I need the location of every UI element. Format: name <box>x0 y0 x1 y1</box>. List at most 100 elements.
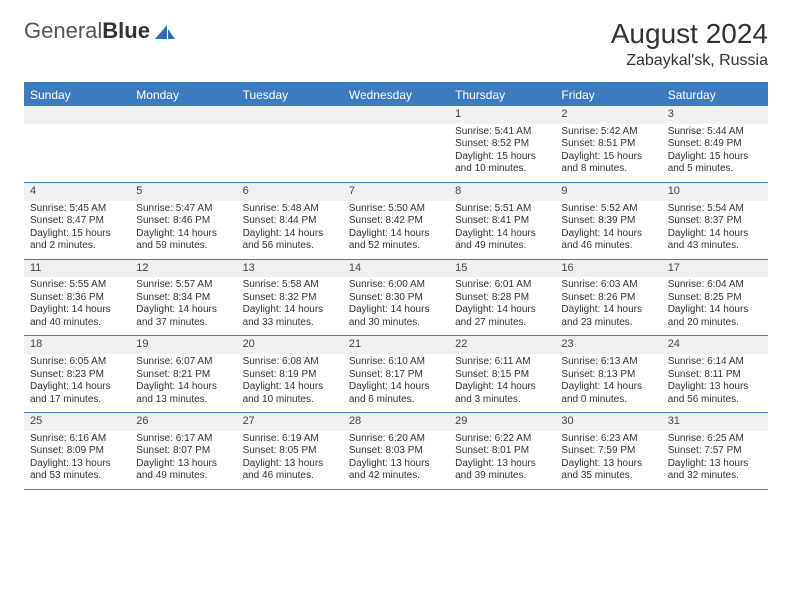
week-row: 1Sunrise: 5:41 AMSunset: 8:52 PMDaylight… <box>24 106 768 183</box>
day-cell <box>343 106 449 182</box>
day-number: 12 <box>130 260 236 278</box>
brand-logo: GeneralBlue <box>24 18 176 44</box>
sunrise-text: Sunrise: 5:57 AM <box>136 279 230 292</box>
sunrise-text: Sunrise: 5:55 AM <box>30 279 124 292</box>
sunrise-text: Sunrise: 5:42 AM <box>561 126 655 139</box>
day-details: Sunrise: 6:14 AMSunset: 8:11 PMDaylight:… <box>662 354 768 412</box>
day-cell: 24Sunrise: 6:14 AMSunset: 8:11 PMDayligh… <box>662 336 768 412</box>
daylight-text: Daylight: 14 hours and 56 minutes. <box>243 228 337 253</box>
day-number: 5 <box>130 183 236 201</box>
sunrise-text: Sunrise: 5:47 AM <box>136 203 230 216</box>
day-details: Sunrise: 6:05 AMSunset: 8:23 PMDaylight:… <box>24 354 130 412</box>
day-cell: 9Sunrise: 5:52 AMSunset: 8:39 PMDaylight… <box>555 183 661 259</box>
sunrise-text: Sunrise: 5:58 AM <box>243 279 337 292</box>
day-cell: 7Sunrise: 5:50 AMSunset: 8:42 PMDaylight… <box>343 183 449 259</box>
daylight-text: Daylight: 14 hours and 3 minutes. <box>455 381 549 406</box>
weekday-header-row: SundayMondayTuesdayWednesdayThursdayFrid… <box>24 84 768 106</box>
sunset-text: Sunset: 8:13 PM <box>561 369 655 382</box>
day-cell: 21Sunrise: 6:10 AMSunset: 8:17 PMDayligh… <box>343 336 449 412</box>
sunrise-text: Sunrise: 5:44 AM <box>668 126 762 139</box>
day-details: Sunrise: 5:45 AMSunset: 8:47 PMDaylight:… <box>24 201 130 259</box>
day-cell <box>237 106 343 182</box>
sunset-text: Sunset: 7:57 PM <box>668 445 762 458</box>
day-cell <box>130 106 236 182</box>
day-number: 30 <box>555 413 661 431</box>
sunset-text: Sunset: 8:03 PM <box>349 445 443 458</box>
day-number: 9 <box>555 183 661 201</box>
weekday-header: Monday <box>130 84 236 106</box>
day-cell: 14Sunrise: 6:00 AMSunset: 8:30 PMDayligh… <box>343 260 449 336</box>
daylight-text: Daylight: 13 hours and 46 minutes. <box>243 458 337 483</box>
sunset-text: Sunset: 8:17 PM <box>349 369 443 382</box>
brand-part2: Blue <box>102 18 150 43</box>
sunset-text: Sunset: 8:30 PM <box>349 292 443 305</box>
sunrise-text: Sunrise: 6:05 AM <box>30 356 124 369</box>
day-cell: 5Sunrise: 5:47 AMSunset: 8:46 PMDaylight… <box>130 183 236 259</box>
day-details: Sunrise: 6:20 AMSunset: 8:03 PMDaylight:… <box>343 431 449 489</box>
day-details: Sunrise: 5:54 AMSunset: 8:37 PMDaylight:… <box>662 201 768 259</box>
week-row: 4Sunrise: 5:45 AMSunset: 8:47 PMDaylight… <box>24 183 768 260</box>
sunset-text: Sunset: 8:42 PM <box>349 215 443 228</box>
sunrise-text: Sunrise: 6:07 AM <box>136 356 230 369</box>
weekday-header: Sunday <box>24 84 130 106</box>
sunset-text: Sunset: 8:26 PM <box>561 292 655 305</box>
header: GeneralBlue August 2024 Zabaykal'sk, Rus… <box>24 18 768 70</box>
week-row: 25Sunrise: 6:16 AMSunset: 8:09 PMDayligh… <box>24 413 768 490</box>
sunset-text: Sunset: 8:51 PM <box>561 138 655 151</box>
sunset-text: Sunset: 8:44 PM <box>243 215 337 228</box>
day-cell: 10Sunrise: 5:54 AMSunset: 8:37 PMDayligh… <box>662 183 768 259</box>
sunset-text: Sunset: 8:32 PM <box>243 292 337 305</box>
day-number: 25 <box>24 413 130 431</box>
sunset-text: Sunset: 8:28 PM <box>455 292 549 305</box>
daylight-text: Daylight: 14 hours and 37 minutes. <box>136 304 230 329</box>
day-details: Sunrise: 6:11 AMSunset: 8:15 PMDaylight:… <box>449 354 555 412</box>
sunrise-text: Sunrise: 6:22 AM <box>455 433 549 446</box>
daylight-text: Daylight: 13 hours and 42 minutes. <box>349 458 443 483</box>
day-details: Sunrise: 5:57 AMSunset: 8:34 PMDaylight:… <box>130 277 236 335</box>
sunrise-text: Sunrise: 6:23 AM <box>561 433 655 446</box>
day-cell <box>24 106 130 182</box>
day-cell: 15Sunrise: 6:01 AMSunset: 8:28 PMDayligh… <box>449 260 555 336</box>
sunrise-text: Sunrise: 6:08 AM <box>243 356 337 369</box>
day-details: Sunrise: 6:10 AMSunset: 8:17 PMDaylight:… <box>343 354 449 412</box>
day-details: Sunrise: 6:08 AMSunset: 8:19 PMDaylight:… <box>237 354 343 412</box>
day-details: Sunrise: 5:44 AMSunset: 8:49 PMDaylight:… <box>662 124 768 182</box>
daylight-text: Daylight: 14 hours and 17 minutes. <box>30 381 124 406</box>
day-details: Sunrise: 6:17 AMSunset: 8:07 PMDaylight:… <box>130 431 236 489</box>
day-cell: 27Sunrise: 6:19 AMSunset: 8:05 PMDayligh… <box>237 413 343 489</box>
sunset-text: Sunset: 8:07 PM <box>136 445 230 458</box>
daylight-text: Daylight: 15 hours and 2 minutes. <box>30 228 124 253</box>
sunset-text: Sunset: 8:37 PM <box>668 215 762 228</box>
sunset-text: Sunset: 8:36 PM <box>30 292 124 305</box>
calendar: SundayMondayTuesdayWednesdayThursdayFrid… <box>24 82 768 490</box>
day-number: 24 <box>662 336 768 354</box>
daylight-text: Daylight: 15 hours and 5 minutes. <box>668 151 762 176</box>
day-cell: 2Sunrise: 5:42 AMSunset: 8:51 PMDaylight… <box>555 106 661 182</box>
day-details: Sunrise: 5:47 AMSunset: 8:46 PMDaylight:… <box>130 201 236 259</box>
daylight-text: Daylight: 14 hours and 10 minutes. <box>243 381 337 406</box>
sunset-text: Sunset: 8:01 PM <box>455 445 549 458</box>
daylight-text: Daylight: 14 hours and 40 minutes. <box>30 304 124 329</box>
weekday-header: Tuesday <box>237 84 343 106</box>
day-number: 10 <box>662 183 768 201</box>
day-details: Sunrise: 5:41 AMSunset: 8:52 PMDaylight:… <box>449 124 555 182</box>
day-number <box>130 106 236 124</box>
day-number: 8 <box>449 183 555 201</box>
sunrise-text: Sunrise: 6:14 AM <box>668 356 762 369</box>
sail-icon <box>154 24 176 40</box>
day-number: 29 <box>449 413 555 431</box>
sunrise-text: Sunrise: 5:54 AM <box>668 203 762 216</box>
sunset-text: Sunset: 8:41 PM <box>455 215 549 228</box>
sunrise-text: Sunrise: 5:52 AM <box>561 203 655 216</box>
day-details: Sunrise: 5:42 AMSunset: 8:51 PMDaylight:… <box>555 124 661 182</box>
sunrise-text: Sunrise: 6:13 AM <box>561 356 655 369</box>
sunrise-text: Sunrise: 5:48 AM <box>243 203 337 216</box>
day-number: 14 <box>343 260 449 278</box>
sunrise-text: Sunrise: 6:11 AM <box>455 356 549 369</box>
day-cell: 20Sunrise: 6:08 AMSunset: 8:19 PMDayligh… <box>237 336 343 412</box>
sunrise-text: Sunrise: 6:25 AM <box>668 433 762 446</box>
daylight-text: Daylight: 13 hours and 49 minutes. <box>136 458 230 483</box>
day-number: 16 <box>555 260 661 278</box>
day-cell: 4Sunrise: 5:45 AMSunset: 8:47 PMDaylight… <box>24 183 130 259</box>
day-cell: 16Sunrise: 6:03 AMSunset: 8:26 PMDayligh… <box>555 260 661 336</box>
